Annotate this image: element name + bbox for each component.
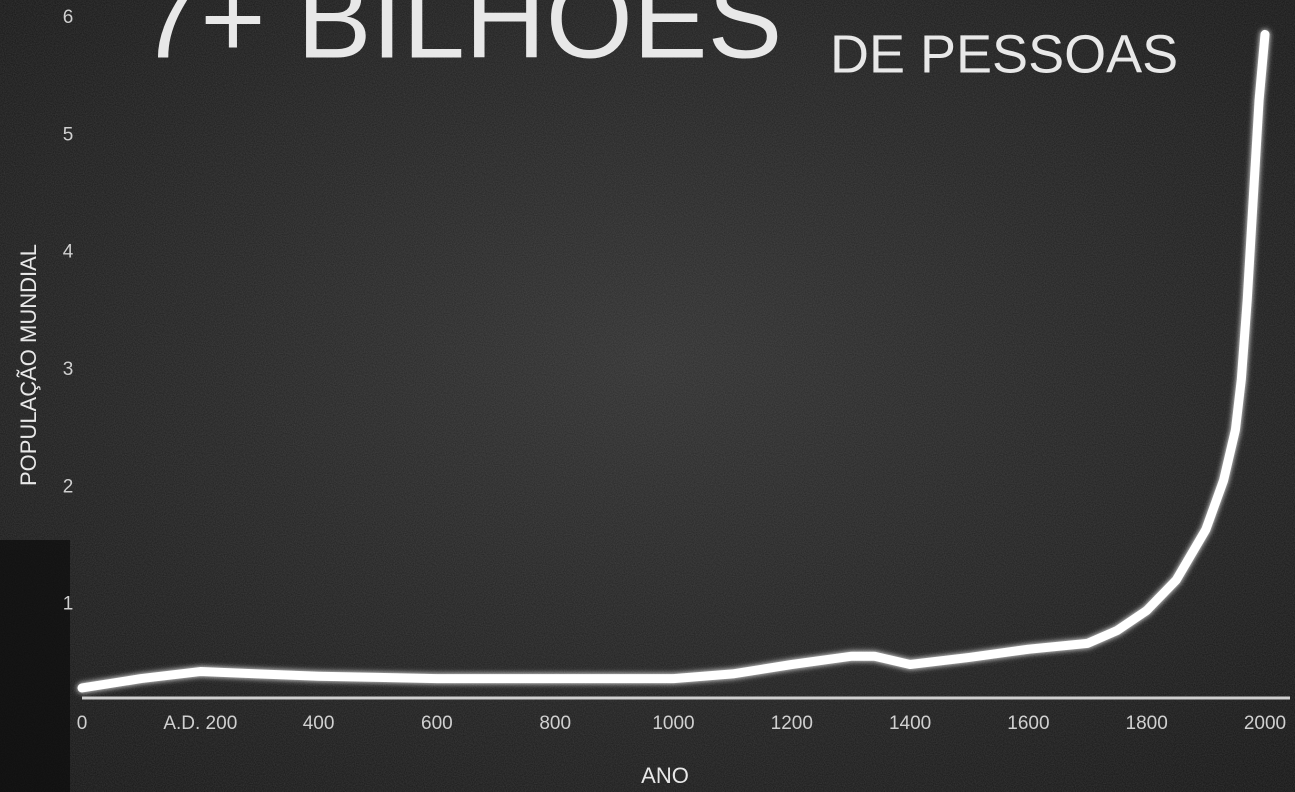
x-tick-label: 1600 xyxy=(1007,713,1049,734)
title: 7+ BILHÕES xyxy=(138,0,782,82)
x-tick-label: 0 xyxy=(77,713,88,734)
x-tick-label: 2000 xyxy=(1244,713,1286,734)
y-tick-label: 5 xyxy=(63,124,74,145)
x-axis-label: ANO xyxy=(641,763,689,788)
subtitle: DE PESSOAS xyxy=(830,24,1178,84)
x-tick-label: 1000 xyxy=(652,713,694,734)
x-tick-label: 1200 xyxy=(771,713,813,734)
y-tick-label: 2 xyxy=(63,476,74,497)
x-tick-label: 1400 xyxy=(889,713,931,734)
x-tick-label: 600 xyxy=(421,713,453,734)
x-tick-label: A.D. 200 xyxy=(163,713,237,734)
x-tick-label: 1800 xyxy=(1126,713,1168,734)
y-tick-label: 4 xyxy=(63,242,74,263)
page: {"chart_data": {"type": "line", "title":… xyxy=(0,0,1295,792)
y-tick-label: 6 xyxy=(63,7,74,28)
y-axis-label: POPULAÇÃO MUNDIAL xyxy=(16,244,41,486)
x-tick-label: 400 xyxy=(303,713,335,734)
y-tick-label: 3 xyxy=(63,359,74,380)
chart: 7+ BILHÕES DE PESSOAS POPULAÇÃO MUNDIAL … xyxy=(0,0,1295,792)
y-tick-label: 1 xyxy=(63,594,74,615)
x-tick-label: 800 xyxy=(539,713,571,734)
corner-shade xyxy=(0,540,70,792)
